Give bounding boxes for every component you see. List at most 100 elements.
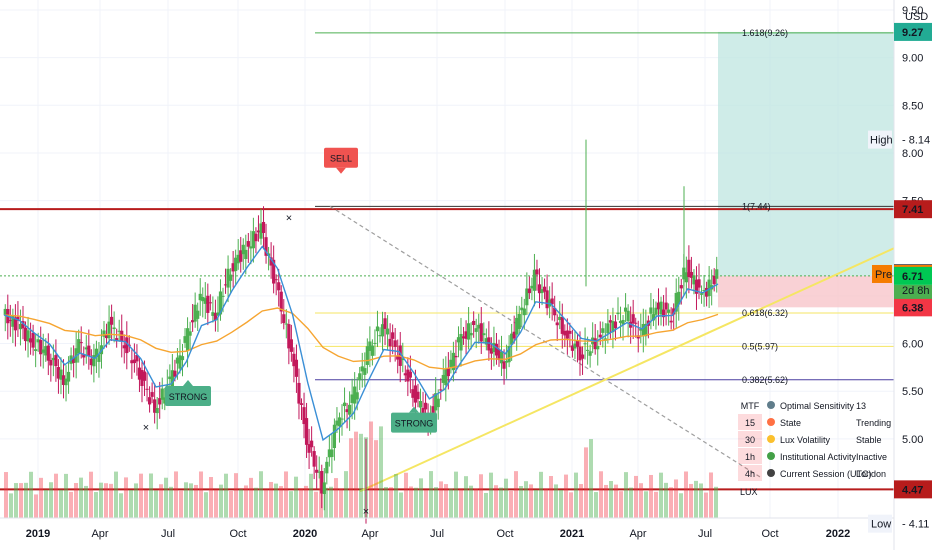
candle-body (155, 407, 159, 414)
candle-body (28, 338, 33, 343)
signal-label-strong: STRONG (391, 406, 437, 433)
candle-body (130, 360, 134, 364)
high-tag-bg (868, 130, 892, 149)
candle-body (416, 391, 420, 400)
slow-ema-line (3, 307, 719, 370)
volume-bar (289, 491, 293, 518)
candle-body (459, 333, 463, 351)
candle-body (77, 339, 81, 354)
volume-bar (239, 489, 243, 518)
volume-bar (99, 482, 103, 518)
candle-body (34, 349, 38, 351)
table-tf-cell (738, 414, 762, 430)
candle-body (492, 342, 496, 353)
candle-body (342, 402, 347, 407)
volume-bar (499, 487, 503, 518)
candle-body (385, 328, 390, 335)
candle-body (699, 293, 704, 295)
candle-body (431, 406, 435, 413)
volume-bar (549, 476, 553, 518)
candle-body (350, 394, 354, 403)
price-tag-label: 9.27 (902, 27, 923, 39)
candle-body (489, 348, 493, 354)
volume-bar (484, 492, 488, 518)
price-axis[interactable]: 9.509.008.508.007.506.506.005.505.009.27… (868, 0, 932, 550)
candle-body (79, 342, 83, 344)
volume-bar (544, 488, 548, 518)
candle-body (188, 331, 192, 336)
volume-bar (599, 471, 603, 518)
candle-body (563, 330, 567, 336)
volume-bar (219, 484, 223, 518)
candle-body (330, 449, 334, 458)
time-axis[interactable]: 2019 Apr Jul Oct 2020 Apr Jul Oct 2021 Apr Jul Oct 2… (0, 517, 894, 540)
volume-bar (189, 483, 193, 518)
volume-bar (684, 471, 688, 518)
candle-body (317, 471, 321, 473)
candle-body (684, 272, 688, 283)
time-tick-label: 2019 (26, 528, 50, 540)
fast-ema-line (3, 245, 719, 442)
candle-body (494, 343, 499, 356)
low-tag-bg (868, 514, 892, 533)
candle-body (120, 330, 124, 342)
candle-body (484, 338, 488, 345)
fib-label: 0.618(6.32) (742, 308, 788, 318)
volume-bar (589, 439, 593, 518)
candle-body (340, 418, 344, 420)
price-tag-bg (894, 480, 932, 499)
volume-bar (359, 433, 363, 518)
candle-body (104, 334, 109, 339)
volume-bar (554, 484, 558, 518)
candle-body (16, 316, 20, 321)
candle-body (497, 349, 501, 361)
candle-body (132, 359, 136, 364)
candle-body (191, 320, 195, 323)
candle-body (327, 449, 331, 458)
candle-body (687, 259, 691, 278)
indicator-table: MTF Optimal Sensitivity 13 15 State Trending 3… (738, 397, 891, 497)
volume-bar (689, 483, 693, 518)
volume-bar (134, 483, 138, 518)
fib-label: 0.5(5.97) (742, 341, 778, 351)
volume-bar (224, 473, 228, 518)
candle-body (368, 341, 372, 351)
candle-body (613, 321, 618, 329)
volume-bar (84, 485, 88, 518)
candle-body (634, 322, 638, 324)
volume-bar (459, 489, 463, 518)
time-tick-label: Apr (91, 528, 108, 540)
volume-bar (709, 472, 713, 518)
volume-bar (529, 484, 533, 518)
candle-body (140, 369, 144, 387)
volume-bar (479, 474, 483, 518)
volume-bar (284, 471, 288, 518)
volume-bar (334, 478, 338, 518)
candle-body (160, 388, 164, 400)
candle-body (59, 369, 63, 380)
table-tf-cell (738, 431, 762, 447)
candle-body (180, 356, 185, 361)
volume-bar (184, 482, 188, 518)
candle-body (383, 318, 387, 329)
candle-body (694, 279, 699, 294)
volume-bar (89, 471, 93, 518)
volume-bar (619, 491, 623, 518)
volume-bar (379, 426, 383, 518)
volume-bar (419, 478, 423, 518)
candle-body (208, 302, 212, 304)
price-tag-bg (894, 298, 932, 317)
volume-bar (39, 477, 43, 518)
candle-body (279, 291, 283, 312)
candle-body (558, 316, 562, 321)
volume-bar (339, 488, 343, 518)
chart-icon (767, 452, 775, 460)
candle-body (183, 336, 187, 343)
volume-bar (279, 486, 283, 518)
time-tick-label: Apr (361, 528, 378, 540)
candle-body (150, 392, 154, 397)
price-tick-label: 8.50 (902, 100, 923, 112)
candle-body (302, 407, 306, 425)
candle-body (142, 371, 147, 381)
